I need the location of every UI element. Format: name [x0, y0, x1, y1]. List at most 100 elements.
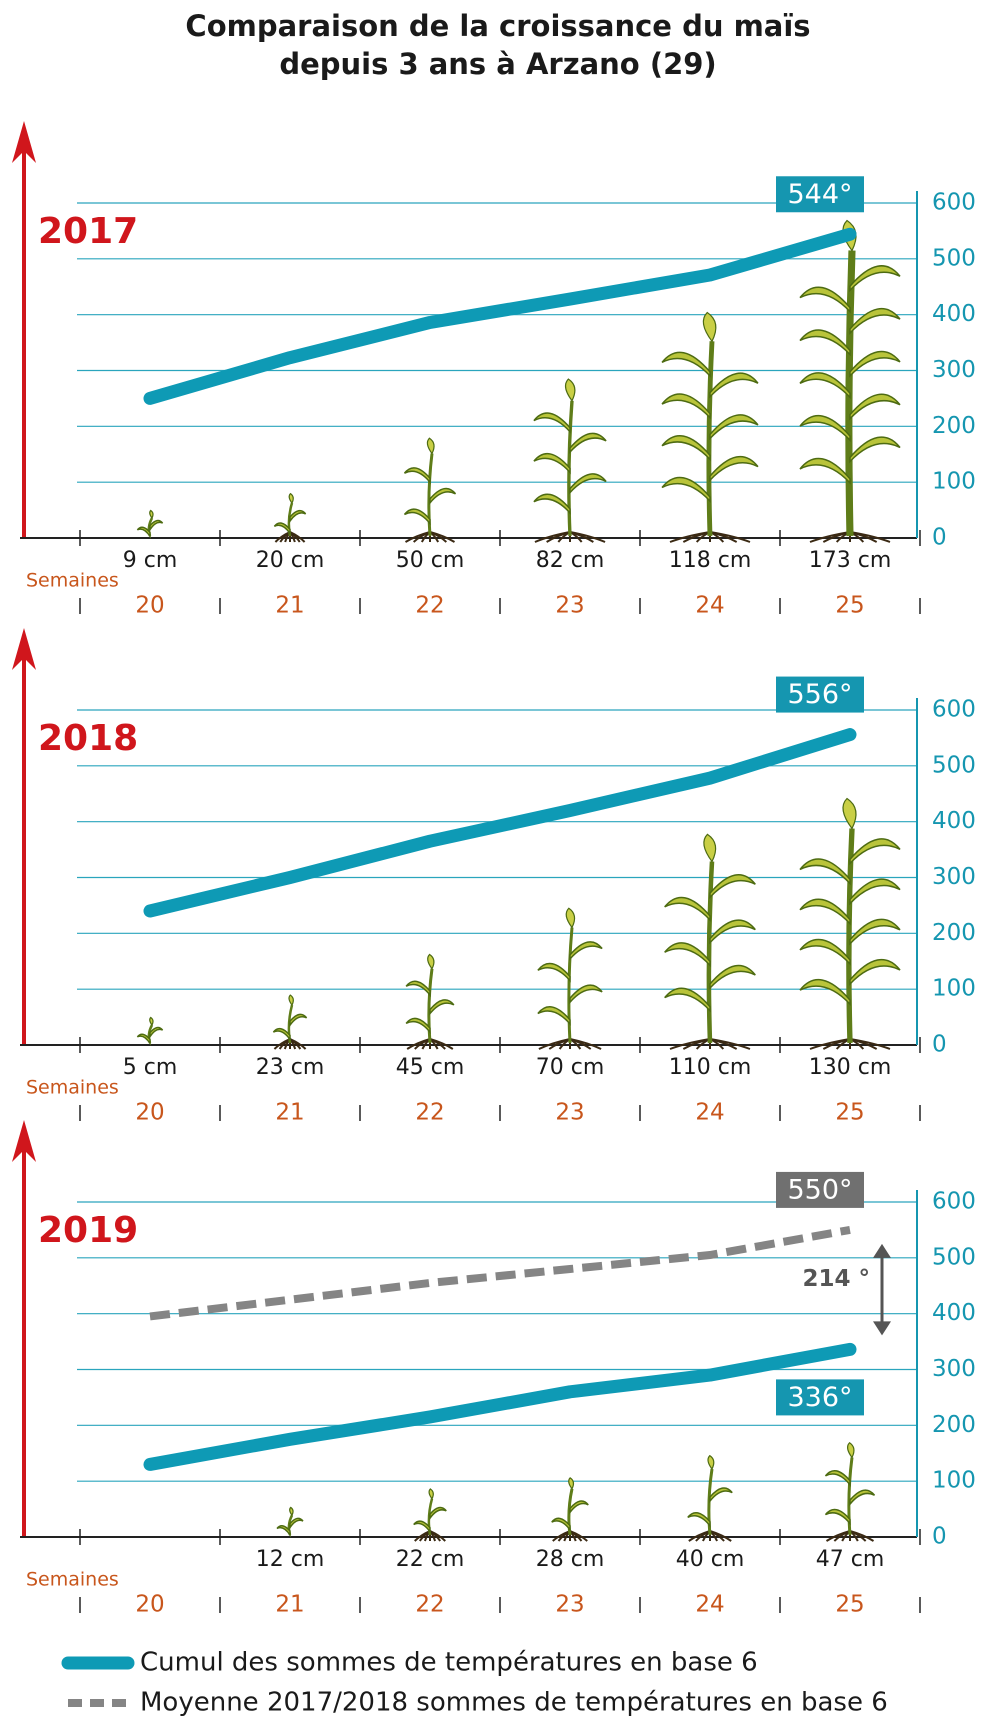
week-label: 21 [275, 1592, 304, 1618]
plant [799, 219, 901, 543]
leaf-top [702, 311, 717, 343]
leaf-top [288, 994, 294, 1007]
plant [533, 378, 607, 543]
y-tick-label: 500 [932, 752, 976, 778]
leaf [537, 962, 571, 983]
y-tick-label: 500 [932, 1244, 976, 1270]
root [429, 1038, 454, 1050]
week-label: 23 [555, 593, 584, 619]
leaf-top [149, 1016, 154, 1027]
leaf [849, 436, 901, 464]
root [709, 531, 751, 543]
plant-height-label: 50 cm [396, 548, 465, 573]
x-axis-label: Semaines [26, 1569, 119, 1591]
line [143, 227, 857, 405]
leaf [799, 938, 851, 966]
leaf [569, 432, 607, 455]
x-axis-label: Semaines [26, 1077, 119, 1099]
stem [427, 453, 434, 537]
axis-arrow-head [12, 121, 36, 163]
leaf [799, 457, 851, 485]
y-tick-label: 200 [932, 413, 976, 439]
week-label: 24 [695, 1592, 724, 1618]
week-label: 25 [835, 593, 864, 619]
value-label-box [776, 1171, 864, 1208]
plant-height-label: 47 cm [816, 1547, 885, 1572]
root [569, 531, 606, 543]
annotation: 214 ° [802, 1266, 870, 1292]
plant-height-label: 110 cm [669, 1055, 752, 1080]
line [143, 1342, 857, 1471]
leaf-top [564, 378, 576, 402]
root [709, 1530, 732, 1542]
value-label-box [776, 676, 864, 713]
stem [706, 341, 715, 537]
title-line: depuis 3 ans à Arzano (29) [279, 47, 716, 81]
arrow-head [873, 1243, 891, 1258]
leaf [799, 898, 851, 926]
plant [687, 1454, 733, 1542]
leaf [849, 265, 901, 293]
root [429, 1530, 446, 1542]
leaf [799, 372, 851, 400]
leaf [136, 1033, 151, 1046]
panel-year: 2017 [38, 211, 138, 252]
leaf [276, 1525, 291, 1538]
axis-arrow-head [12, 1120, 36, 1162]
leaf [136, 526, 151, 539]
leaf [709, 919, 756, 945]
plant [551, 1477, 589, 1542]
leaf [824, 1470, 851, 1487]
leaf [664, 896, 711, 922]
leaf [149, 1026, 164, 1040]
y-tick-label: 200 [932, 1412, 976, 1438]
plant-height-label: 82 cm [536, 548, 605, 573]
leaf [429, 999, 455, 1016]
leaf [799, 978, 851, 1006]
leaf [799, 329, 851, 357]
leaf [709, 455, 759, 483]
leaf [849, 393, 901, 421]
stem [567, 927, 574, 1044]
leaf [824, 1508, 851, 1526]
leaf [272, 1027, 291, 1042]
leaf-top [846, 1441, 855, 1459]
leaf [709, 414, 759, 441]
y-tick-label: 300 [932, 864, 976, 890]
week-label: 23 [555, 1100, 584, 1126]
leaf [569, 984, 603, 1005]
y-tick-label: 600 [932, 1189, 976, 1215]
x-axis-label: Semaines [26, 570, 119, 592]
leaf [403, 508, 431, 526]
value-label-box [776, 176, 864, 213]
week-label: 22 [415, 593, 444, 619]
plant [413, 1488, 447, 1542]
leaf [533, 493, 571, 515]
leaf-top [842, 797, 857, 830]
leaf-top [149, 509, 154, 520]
leaf [709, 372, 759, 399]
leaf [687, 1512, 711, 1528]
plant-height-label: 12 cm [256, 1547, 325, 1572]
plant-height-label: 28 cm [536, 1547, 605, 1572]
stem [427, 968, 434, 1044]
leaf [149, 519, 164, 533]
panel-year: 2018 [38, 718, 138, 759]
week-label: 24 [695, 593, 724, 619]
leaf [849, 958, 901, 986]
week-label: 25 [835, 1592, 864, 1618]
plant [824, 1441, 876, 1542]
leaf [661, 476, 711, 503]
stem [706, 861, 715, 1044]
value-label: 556° [787, 679, 852, 710]
root [569, 1530, 588, 1542]
y-tick-label: 100 [932, 1468, 976, 1494]
y-tick-label: 0 [932, 1524, 947, 1550]
value-label-box [776, 1379, 864, 1416]
leaf [664, 942, 711, 968]
week-label: 20 [135, 1592, 164, 1618]
plant [136, 1016, 164, 1046]
leaf-top [289, 1506, 294, 1517]
leaf [664, 987, 711, 1013]
